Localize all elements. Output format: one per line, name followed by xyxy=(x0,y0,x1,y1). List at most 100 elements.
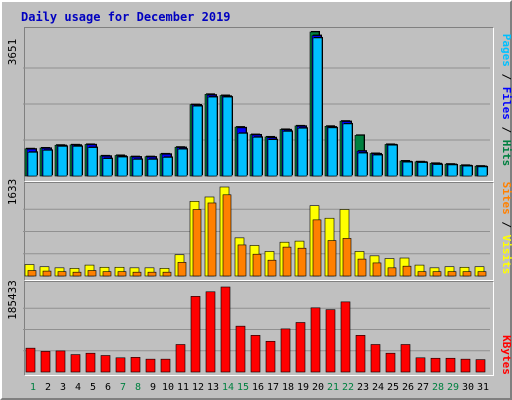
sites-bar xyxy=(372,262,382,277)
day-label: 13 xyxy=(207,382,219,393)
pages-bar xyxy=(117,156,128,177)
legend-sep-2: / xyxy=(500,120,512,140)
pages-bar xyxy=(192,105,203,177)
sites-bar xyxy=(27,270,37,277)
day-label: 20 xyxy=(312,382,324,393)
day-label: 12 xyxy=(192,382,204,393)
sites-bar xyxy=(282,246,292,277)
kbytes-bar xyxy=(40,351,51,373)
pages-bar xyxy=(102,158,113,177)
kbytes-bar xyxy=(190,296,201,373)
pages-bar xyxy=(87,147,98,177)
sites-bar xyxy=(342,238,352,277)
pages-bar xyxy=(222,96,233,177)
kbytes-bar xyxy=(70,354,81,373)
day-label: 18 xyxy=(282,382,294,393)
kbytes-bar xyxy=(160,358,171,373)
legend-sep-1: / xyxy=(500,67,512,87)
pages-bar xyxy=(342,123,353,177)
legend-pages: Pages xyxy=(500,34,512,67)
day-label: 30 xyxy=(462,382,474,393)
day-label: 8 xyxy=(135,382,141,393)
kbytes-bar xyxy=(370,344,381,373)
legend-pages-files-hits: Pages / Files / Hits xyxy=(500,34,512,167)
kbytes-bar xyxy=(85,352,96,373)
pages-bar xyxy=(162,157,173,177)
sites-bar xyxy=(177,262,187,277)
sites-bar xyxy=(462,271,472,277)
sites-bar xyxy=(237,244,247,277)
sites-bar xyxy=(252,253,262,277)
day-label: 2 xyxy=(45,382,51,393)
kbytes-bar xyxy=(430,357,441,373)
sites-bar xyxy=(192,209,202,277)
pages-bar xyxy=(237,133,248,177)
pages-bar xyxy=(147,159,158,177)
kbytes-bar xyxy=(325,309,336,373)
day-label: 5 xyxy=(90,382,96,393)
legend-sites-visits: Sites / Visits xyxy=(500,182,512,275)
chart-title: Daily usage for December 2019 xyxy=(21,10,231,24)
sites-bar xyxy=(402,265,412,277)
sites-bar xyxy=(132,271,142,277)
day-label: 17 xyxy=(267,382,279,393)
pages-bar xyxy=(132,159,143,177)
day-label: 19 xyxy=(297,382,309,393)
sites-bar xyxy=(207,202,217,277)
kbytes-bar xyxy=(175,344,186,373)
day-label: 28 xyxy=(432,382,444,393)
day-label: 21 xyxy=(327,382,339,393)
pages-bar xyxy=(357,152,368,177)
sites-bar xyxy=(162,271,172,277)
legend-files: Files xyxy=(500,87,512,120)
kbytes-bar xyxy=(475,359,486,373)
pages-bar xyxy=(27,152,38,177)
kbytes-bar xyxy=(220,286,231,373)
sites-bar xyxy=(387,267,397,277)
sites-bar xyxy=(72,271,82,277)
kbytes-bar xyxy=(340,301,351,373)
legend-hits: Hits xyxy=(500,140,512,167)
legend-sites: Sites xyxy=(500,182,512,215)
kbytes-bar xyxy=(100,355,111,373)
pages-bar xyxy=(402,161,413,177)
sites-bar xyxy=(417,271,427,277)
kbytes-bar xyxy=(385,352,396,373)
pages-bar xyxy=(252,137,263,177)
pages-bar xyxy=(432,164,443,177)
pages-bar xyxy=(417,162,428,177)
day-label: 11 xyxy=(177,382,189,393)
sites-bar xyxy=(267,259,277,277)
pages-bar xyxy=(177,148,188,177)
pages-bar xyxy=(372,154,383,177)
sites-bar xyxy=(147,271,157,277)
pages-bar xyxy=(282,131,293,177)
kbytes-bar xyxy=(250,335,261,373)
kbytes-bar xyxy=(280,328,291,373)
day-label: 3 xyxy=(60,382,66,393)
max-label-hits: 3651 xyxy=(6,39,19,66)
kbytes-bar xyxy=(205,291,216,373)
kbytes-bar xyxy=(25,347,36,373)
pages-bar xyxy=(387,144,398,177)
sites-bar xyxy=(87,270,97,277)
day-label: 23 xyxy=(357,382,369,393)
sites-bar xyxy=(432,271,442,277)
pages-bar xyxy=(57,146,68,177)
day-label: 25 xyxy=(387,382,399,393)
kbytes-bar xyxy=(55,350,66,373)
day-label: 9 xyxy=(150,382,156,393)
legend-kbytes-wrap: KBytes xyxy=(500,335,512,375)
kbytes-bar xyxy=(415,357,426,373)
kbytes-bar xyxy=(445,357,456,373)
pages-bar xyxy=(477,166,488,177)
kbytes-bar xyxy=(265,340,276,373)
sites-bar xyxy=(312,219,322,277)
sites-bar xyxy=(477,271,487,277)
pages-bar xyxy=(462,165,473,177)
sites-bar xyxy=(42,270,52,277)
day-label: 1 xyxy=(30,382,36,393)
pages-bar xyxy=(297,127,308,177)
kbytes-bar xyxy=(460,358,471,373)
